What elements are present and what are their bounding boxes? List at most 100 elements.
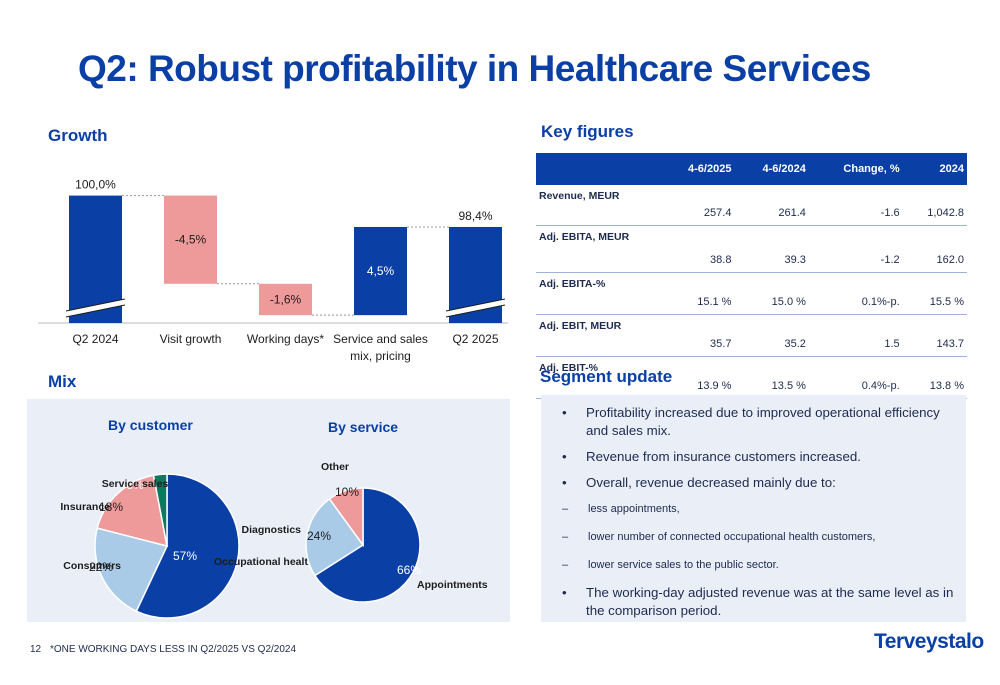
waterfall-bar (164, 195, 217, 284)
pie-value-label: 10% (335, 485, 359, 499)
bullet-text: Revenue from insurance customers increas… (586, 449, 861, 464)
row-label: Adj. EBIT-% (536, 356, 660, 399)
row-label: Adj. EBITA-% (536, 272, 660, 315)
data-label: 100,0% (75, 178, 116, 192)
pie-slice (313, 487, 421, 603)
sub-list-item: – lower service sales to the public secto… (562, 556, 962, 574)
row-label: Revenue, MEUR (536, 185, 660, 226)
pie-category-label: Insurance (60, 501, 110, 513)
segment-update-heading: Segment update (540, 367, 673, 386)
table-cell: 15.0 % (734, 272, 809, 315)
category-label: Q2 2025 (452, 332, 498, 346)
table-cell: 143.7 (902, 314, 967, 357)
table-cell: 13.9 % (660, 356, 735, 399)
mix-pie-charts: 57% Occupational health 22%Consumers 18%Ins… (60, 461, 488, 619)
table-cell: 15.1 % (660, 272, 735, 315)
pie-slice (305, 497, 365, 577)
table-header-row: 4-6/2025 4-6/2024 Change, % 2024 (536, 153, 967, 185)
pie-category-label: Other (321, 461, 349, 473)
axis-break-line (445, 298, 506, 312)
pie-category-label: Occupational health (214, 556, 314, 568)
table-cell: 39.3 (734, 225, 809, 273)
table-cell: 15.5 % (902, 272, 967, 315)
pie-slice (152, 473, 168, 547)
table-cell: 257.4 (660, 185, 735, 226)
table-cell: 1.5 (808, 314, 903, 357)
axis-break-line (65, 304, 126, 318)
pie-value-label: 18% (99, 500, 123, 514)
pie-category-label: Service sales (102, 478, 169, 490)
bullet-text: Profitability increased due to improved … (586, 405, 940, 438)
page-title: Q2: Robust profitability in Healthcare S… (78, 48, 871, 89)
table-cell: -1.6 (808, 185, 903, 226)
table-header-cell: 4-6/2025 (660, 153, 735, 185)
table-header-cell: 4-6/2024 (734, 153, 809, 185)
pie-slice (94, 527, 169, 613)
list-item: • Revenue from insurance customers increa… (562, 448, 962, 466)
table-row: Adj. EBITA-% 15.1 % 15.0 % 0.1%-p. 15.5 … (536, 272, 967, 315)
pie-category-label: Consumers (63, 560, 121, 572)
pie-value-label: 57% (173, 549, 197, 563)
table-cell: 13.5 % (734, 356, 809, 399)
sub-list-item: – less appointments, (562, 500, 962, 518)
bullet-icon: • (562, 405, 567, 420)
sub-bullet-text: lower service sales to the public sector… (588, 559, 779, 571)
pie-slice (96, 474, 168, 548)
axis-break-gap (66, 299, 125, 317)
table-cell: 13.8 % (902, 356, 967, 399)
sub-bullet-text: lower number of connected occupational h… (588, 531, 876, 543)
table-row: Adj. EBIT, MEUR 35.7 35.2 1.5 143.7 (536, 314, 967, 357)
sub-list-item: – lower number of connected occupational … (562, 528, 962, 546)
bullet-text: The working-day adjusted revenue was at … (586, 585, 954, 618)
pie-value-label: 22% (89, 560, 113, 574)
axis-break-line (445, 304, 506, 318)
table-cell: 162.0 (902, 225, 967, 273)
by-service-title: By service (328, 419, 399, 435)
data-label: 4,5% (367, 264, 395, 278)
table-header-cell: 2024 (902, 153, 967, 185)
bullet-icon: • (562, 585, 567, 600)
category-label: Q2 2024 (72, 332, 118, 346)
bullet-icon: • (562, 475, 567, 490)
waterfall-bar (354, 226, 407, 316)
table-cell: 261.4 (734, 185, 809, 226)
table-row: Revenue, MEUR 257.4 261.4 -1.6 1,042.8 (536, 185, 967, 226)
table-row: Adj. EBITA, MEUR 38.8 39.3 -1.2 162.0 (536, 225, 967, 273)
axis-break-gap (446, 299, 505, 317)
list-item: • Profitability increased due to improved… (562, 404, 962, 440)
bullet-text: Overall, revenue decreased mainly due to… (586, 475, 836, 490)
footnote: *ONE WORKING DAYS LESS IN Q2/2025 VS Q2/… (50, 644, 297, 655)
table-header-cell (536, 153, 660, 185)
mix-heading: Mix (48, 372, 77, 391)
data-label: -1,6% (270, 292, 302, 306)
row-label: Adj. EBITA, MEUR (536, 225, 660, 273)
table-cell: 1,042.8 (902, 185, 967, 226)
dash-icon: – (562, 531, 569, 543)
pie-slice (135, 473, 240, 619)
data-label: 98,4% (458, 209, 492, 223)
waterfall-bar (259, 283, 312, 316)
table-cell: 38.8 (660, 225, 735, 273)
category-label: Working days* (247, 332, 324, 346)
category-label: Service and sales (333, 332, 428, 346)
table-header-cell: Change, % (808, 153, 903, 185)
list-item: • Overall, revenue decreased mainly due t… (562, 474, 962, 492)
pie-slice (328, 487, 364, 548)
pie-category-label: Appointments (417, 579, 488, 591)
table-cell: 0.1%-p. (808, 272, 903, 315)
segment-update-list: • Profitability increased due to improved… (562, 404, 962, 628)
table-cell: -1.2 (808, 225, 903, 273)
list-item: • The working-day adjusted revenue was at… (562, 584, 962, 620)
table-cell: 0.4%-p. (808, 356, 903, 399)
segment-update-panel (541, 395, 966, 622)
category-label: Visit growth (160, 332, 222, 346)
pie-value-label: 24% (307, 529, 331, 543)
key-figures-table: 4-6/2025 4-6/2024 Change, % 2024 Revenue… (536, 153, 967, 399)
dash-icon: – (562, 559, 569, 571)
bullet-icon: • (562, 449, 567, 464)
growth-heading: Growth (48, 126, 108, 145)
data-label: -4,5% (175, 233, 207, 247)
table-cell: 35.7 (660, 314, 735, 357)
dash-icon: – (562, 503, 569, 515)
page-number: 12 (30, 644, 42, 655)
